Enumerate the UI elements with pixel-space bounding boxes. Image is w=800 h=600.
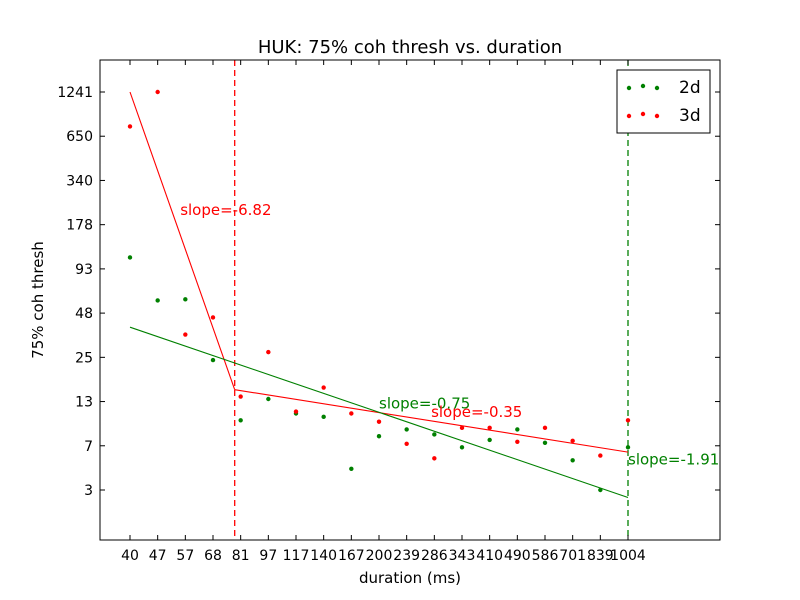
data-point-2d	[183, 297, 188, 302]
legend-label: 3d	[679, 106, 701, 126]
y-tick-label: 340	[66, 173, 93, 189]
plot-frame	[99, 59, 721, 541]
chart-title: HUK: 75% coh thresh vs. duration	[258, 37, 562, 58]
y-tick-label: 48	[75, 306, 93, 322]
x-tick-label: 200	[366, 548, 393, 564]
y-tick-label: 178	[66, 218, 93, 234]
data-point-3d	[487, 425, 492, 431]
data-point-3d	[625, 418, 631, 423]
data-point-2d	[459, 445, 465, 450]
x-tick-label: 586	[532, 548, 559, 564]
x-tick-label: 40	[121, 548, 139, 564]
x-tick-label: 47	[149, 548, 167, 564]
data-point-2d	[376, 434, 382, 439]
x-tick-label: 239	[393, 548, 420, 564]
data-point-2d	[238, 418, 243, 423]
data-point-2d	[570, 458, 575, 463]
data-point-2d	[404, 427, 409, 432]
x-tick-label: 68	[204, 548, 222, 564]
x-tick-label: 839	[587, 548, 614, 564]
x-tick-label: 410	[476, 548, 503, 564]
data-point-2d	[598, 487, 603, 493]
data-point-3d	[376, 419, 382, 424]
legend-marker	[626, 113, 632, 119]
x-tick-label: 57	[176, 548, 194, 564]
data-point-3d	[266, 349, 271, 355]
data-point-3d	[183, 332, 188, 337]
data-point-3d	[321, 385, 326, 390]
y-tick-label: 1241	[57, 85, 93, 101]
x-axis: 40 47 57 68 81 97 117 140 167 200 239 286 343 410 490 5…	[121, 60, 646, 564]
data-point-3d	[570, 438, 575, 444]
data-point-3d	[404, 441, 409, 446]
x-tick-label: 1004	[610, 548, 646, 564]
fit-line-2d	[129, 326, 629, 498]
y-tick-label: 93	[75, 262, 93, 278]
slope-annotation: slope=-6.82	[180, 201, 271, 219]
x-axis-label: duration (ms)	[359, 569, 461, 587]
y-tick-label: 650	[66, 129, 93, 145]
x-tick-label: 343	[449, 548, 476, 564]
data-point-3d	[542, 425, 548, 431]
y-tick-label: 25	[75, 350, 93, 366]
data-point-3d	[515, 439, 520, 445]
data-point-2d	[487, 437, 492, 443]
legend-marker	[654, 85, 660, 91]
data-point-3d	[293, 409, 299, 414]
data-point-2d	[210, 357, 216, 363]
data-point-3d	[598, 453, 603, 458]
data-point-3d	[155, 89, 160, 95]
y-axis-label: 75% coh thresh	[29, 241, 47, 359]
data-point-3d	[238, 394, 243, 399]
data-point-2d	[349, 466, 354, 472]
legend-marker	[640, 111, 646, 117]
data-point-2d	[321, 414, 326, 420]
slope-annotation: slope=-0.35	[431, 403, 522, 421]
x-tick-label: 701	[559, 548, 586, 564]
y-tick-label: 13	[75, 395, 93, 411]
data-point-2d	[432, 432, 437, 437]
data-point-3d	[349, 411, 354, 416]
legend-box	[616, 69, 711, 134]
data-point-2d	[155, 298, 160, 303]
data-point-3d	[127, 124, 133, 129]
data-point-3d	[432, 456, 437, 461]
data-point-2d	[127, 255, 133, 260]
x-tick-label: 97	[259, 548, 277, 564]
y-tick-label: 7	[84, 439, 93, 455]
x-tick-label: 140	[310, 548, 337, 564]
data-point-2d	[266, 396, 271, 402]
x-tick-label: 117	[283, 548, 310, 564]
data-point-3d	[459, 425, 465, 431]
slope-annotation: slope=-1.91	[628, 450, 719, 468]
slope-annotation: slope=-0.75	[379, 394, 470, 412]
data-point-2d	[515, 427, 520, 432]
y-tick-label: 3	[84, 483, 93, 499]
fit-line-3d	[234, 389, 629, 453]
y-axis: 3 7 13 25 48 93 178 340 650 1241	[57, 85, 720, 499]
x-tick-label: 81	[232, 548, 250, 564]
x-tick-label: 490	[504, 548, 531, 564]
x-tick-label: 167	[338, 548, 365, 564]
data-point-3d	[210, 315, 216, 320]
data-point-2d	[542, 440, 548, 445]
legend-marker	[654, 113, 660, 119]
data-point-2d	[625, 445, 631, 450]
legend-label: 2d	[679, 78, 701, 98]
legend-marker	[640, 83, 646, 89]
x-tick-label: 286	[421, 548, 448, 564]
fit-line-3d	[129, 91, 236, 390]
legend-marker	[626, 85, 632, 91]
